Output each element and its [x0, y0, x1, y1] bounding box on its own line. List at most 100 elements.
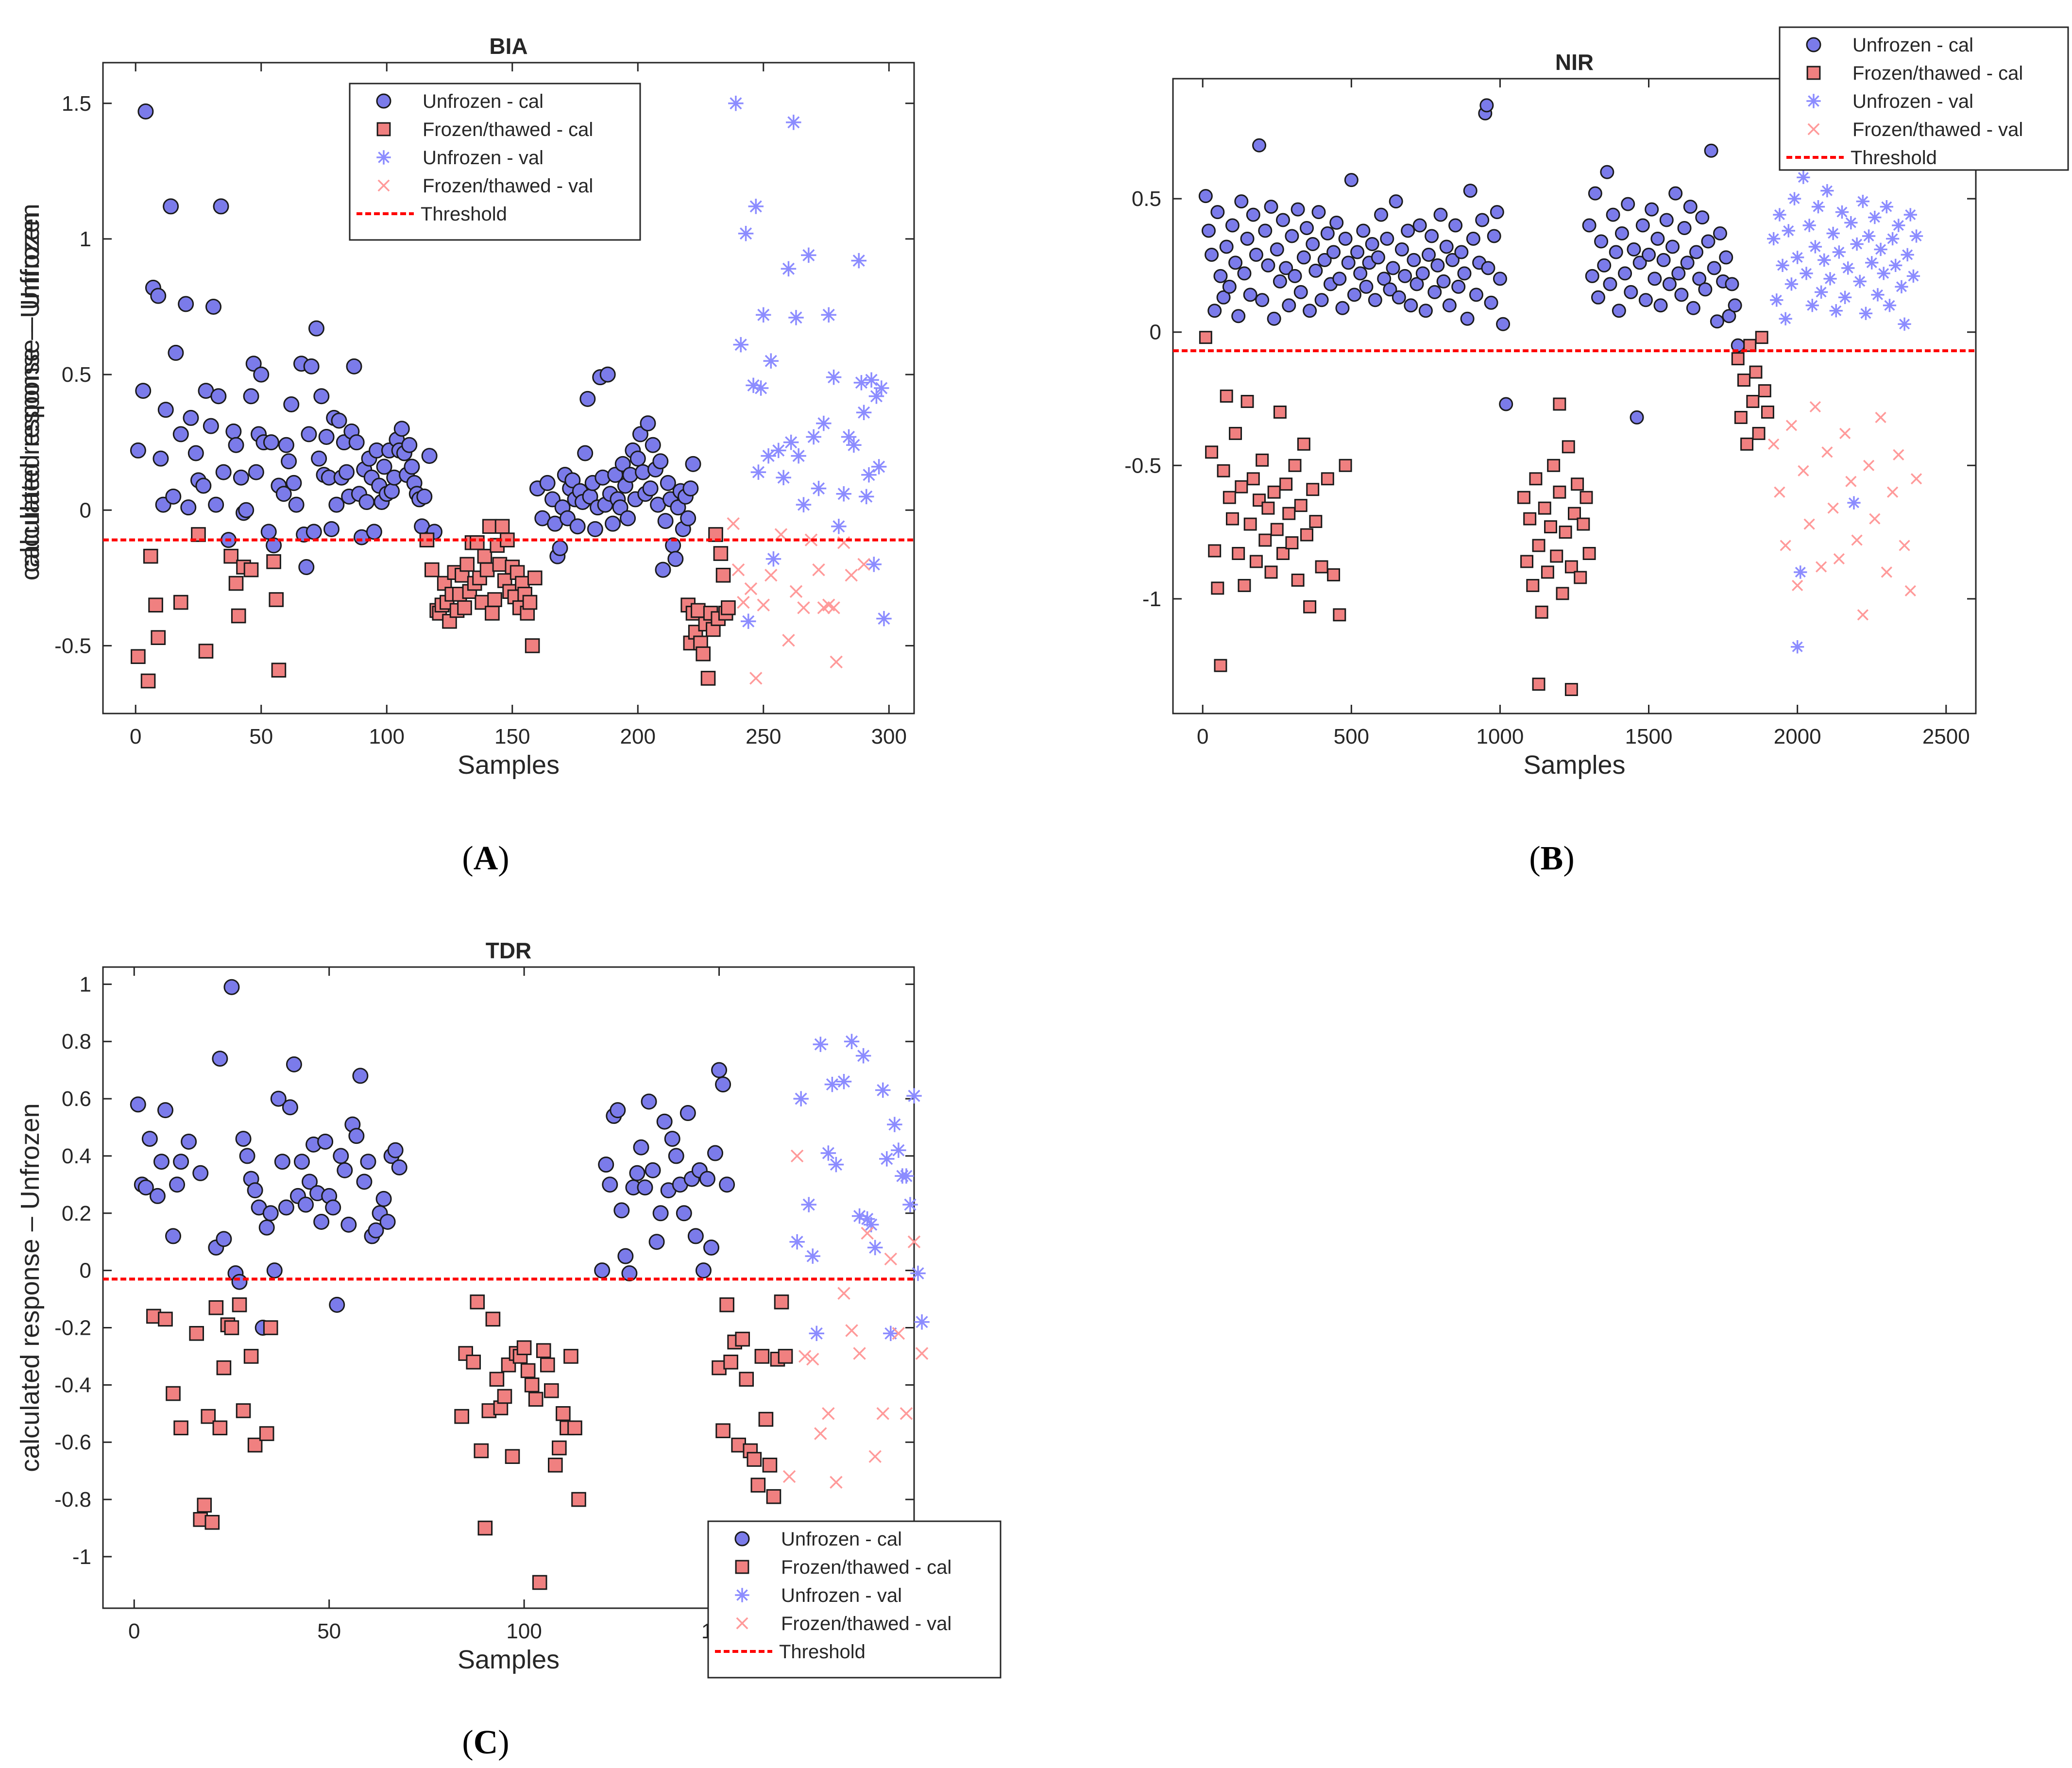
circle-marker — [216, 1231, 232, 1247]
circle-marker — [337, 1162, 353, 1178]
square-marker — [1564, 683, 1578, 697]
circle-marker — [656, 1113, 673, 1130]
square-marker — [266, 554, 281, 569]
circle-marker — [613, 1202, 630, 1219]
circle-marker — [564, 472, 581, 489]
square-marker — [516, 1340, 532, 1356]
circle-marker — [356, 1173, 373, 1190]
circle-marker — [632, 426, 648, 442]
circle-marker — [1430, 258, 1445, 272]
circle-marker — [239, 1148, 255, 1164]
x-marker — [797, 601, 810, 614]
circle-marker — [599, 366, 616, 383]
y-tick-label: 0 — [1150, 321, 1161, 344]
legend-square-marker — [376, 122, 391, 136]
x-marker — [1869, 513, 1881, 525]
circle-marker — [238, 502, 255, 518]
x-marker — [1803, 518, 1815, 530]
square-marker — [475, 595, 490, 610]
square-marker — [1217, 464, 1230, 477]
square-marker — [1544, 520, 1557, 534]
star-marker — [1800, 267, 1813, 280]
circle-marker — [1481, 261, 1495, 275]
circle-marker — [278, 437, 294, 453]
circle-marker — [1585, 269, 1599, 283]
star-marker — [1868, 210, 1882, 224]
circle-marker — [1445, 253, 1460, 267]
legend: Unfrozen - cal Frozen/thawed - cal Unfroze… — [349, 83, 641, 241]
circle-marker — [348, 434, 365, 451]
circle-marker — [183, 409, 199, 426]
x-tick-label: 2000 — [1774, 725, 1821, 748]
series-x — [1768, 401, 1922, 621]
circle-marker — [165, 1228, 182, 1244]
square-marker — [1243, 517, 1257, 531]
square-marker — [1532, 539, 1546, 552]
square-marker — [1577, 517, 1590, 531]
circle-marker — [1448, 218, 1463, 233]
x-marker — [884, 1252, 898, 1266]
legend-circle-marker — [376, 93, 391, 109]
star-marker — [851, 253, 866, 269]
square-marker — [216, 1360, 232, 1376]
circle-marker — [1249, 247, 1263, 262]
circle-marker — [1347, 288, 1361, 302]
square-marker — [1761, 405, 1774, 419]
circle-marker — [306, 524, 322, 540]
circle-marker — [278, 1199, 294, 1216]
circle-marker — [602, 1176, 618, 1193]
circle-marker — [1653, 298, 1668, 313]
circle-marker — [282, 1099, 298, 1116]
square-marker — [1755, 331, 1768, 344]
square-marker — [1229, 426, 1242, 440]
square-marker — [197, 1497, 212, 1513]
x-marker — [749, 672, 763, 685]
square-marker — [1550, 549, 1563, 563]
circle-marker — [1591, 290, 1605, 305]
circle-marker — [379, 1213, 396, 1230]
star-marker — [836, 486, 851, 502]
panel-label: (B) — [1529, 840, 1574, 877]
x-marker — [907, 1235, 921, 1248]
circle-marker — [1314, 293, 1329, 307]
star-marker — [733, 337, 748, 353]
star-marker — [1859, 306, 1873, 320]
circle-marker — [157, 402, 174, 418]
star-marker — [1901, 248, 1914, 262]
circle-marker — [1365, 237, 1379, 251]
x-marker — [837, 1287, 850, 1300]
x-marker — [757, 598, 770, 612]
circle-marker — [215, 464, 232, 480]
circle-marker — [247, 1182, 263, 1199]
series-square — [131, 519, 736, 689]
square-marker — [1208, 544, 1222, 558]
circle-marker — [228, 437, 244, 453]
star-marker — [728, 96, 744, 111]
circle-marker — [421, 448, 438, 464]
circle-marker — [652, 453, 669, 470]
circle-marker — [1487, 229, 1501, 243]
x-tick-label: 50 — [249, 725, 273, 748]
circle-marker — [614, 456, 631, 472]
x-tick-label: 1500 — [1625, 725, 1673, 748]
square-marker — [778, 1349, 793, 1364]
square-marker — [269, 592, 284, 607]
y-tick-label: 0.6 — [62, 1087, 91, 1111]
square-marker — [520, 1363, 536, 1378]
square-marker — [525, 638, 540, 653]
circle-marker — [679, 1105, 696, 1122]
x-marker — [798, 1350, 812, 1363]
star-marker — [748, 199, 764, 214]
circle-marker — [598, 1156, 614, 1173]
circle-marker — [260, 524, 277, 540]
star-marker — [813, 1037, 829, 1052]
circle-marker — [617, 1248, 634, 1264]
y-axis-label: calculated response – Unfrozen — [16, 204, 45, 572]
legend-star-marker — [376, 150, 391, 165]
star-marker — [1844, 216, 1858, 230]
circle-marker — [1677, 221, 1692, 236]
square-marker — [1564, 560, 1578, 574]
circle-marker — [401, 437, 418, 453]
circle-marker — [610, 1102, 626, 1119]
circle-marker — [318, 429, 335, 445]
